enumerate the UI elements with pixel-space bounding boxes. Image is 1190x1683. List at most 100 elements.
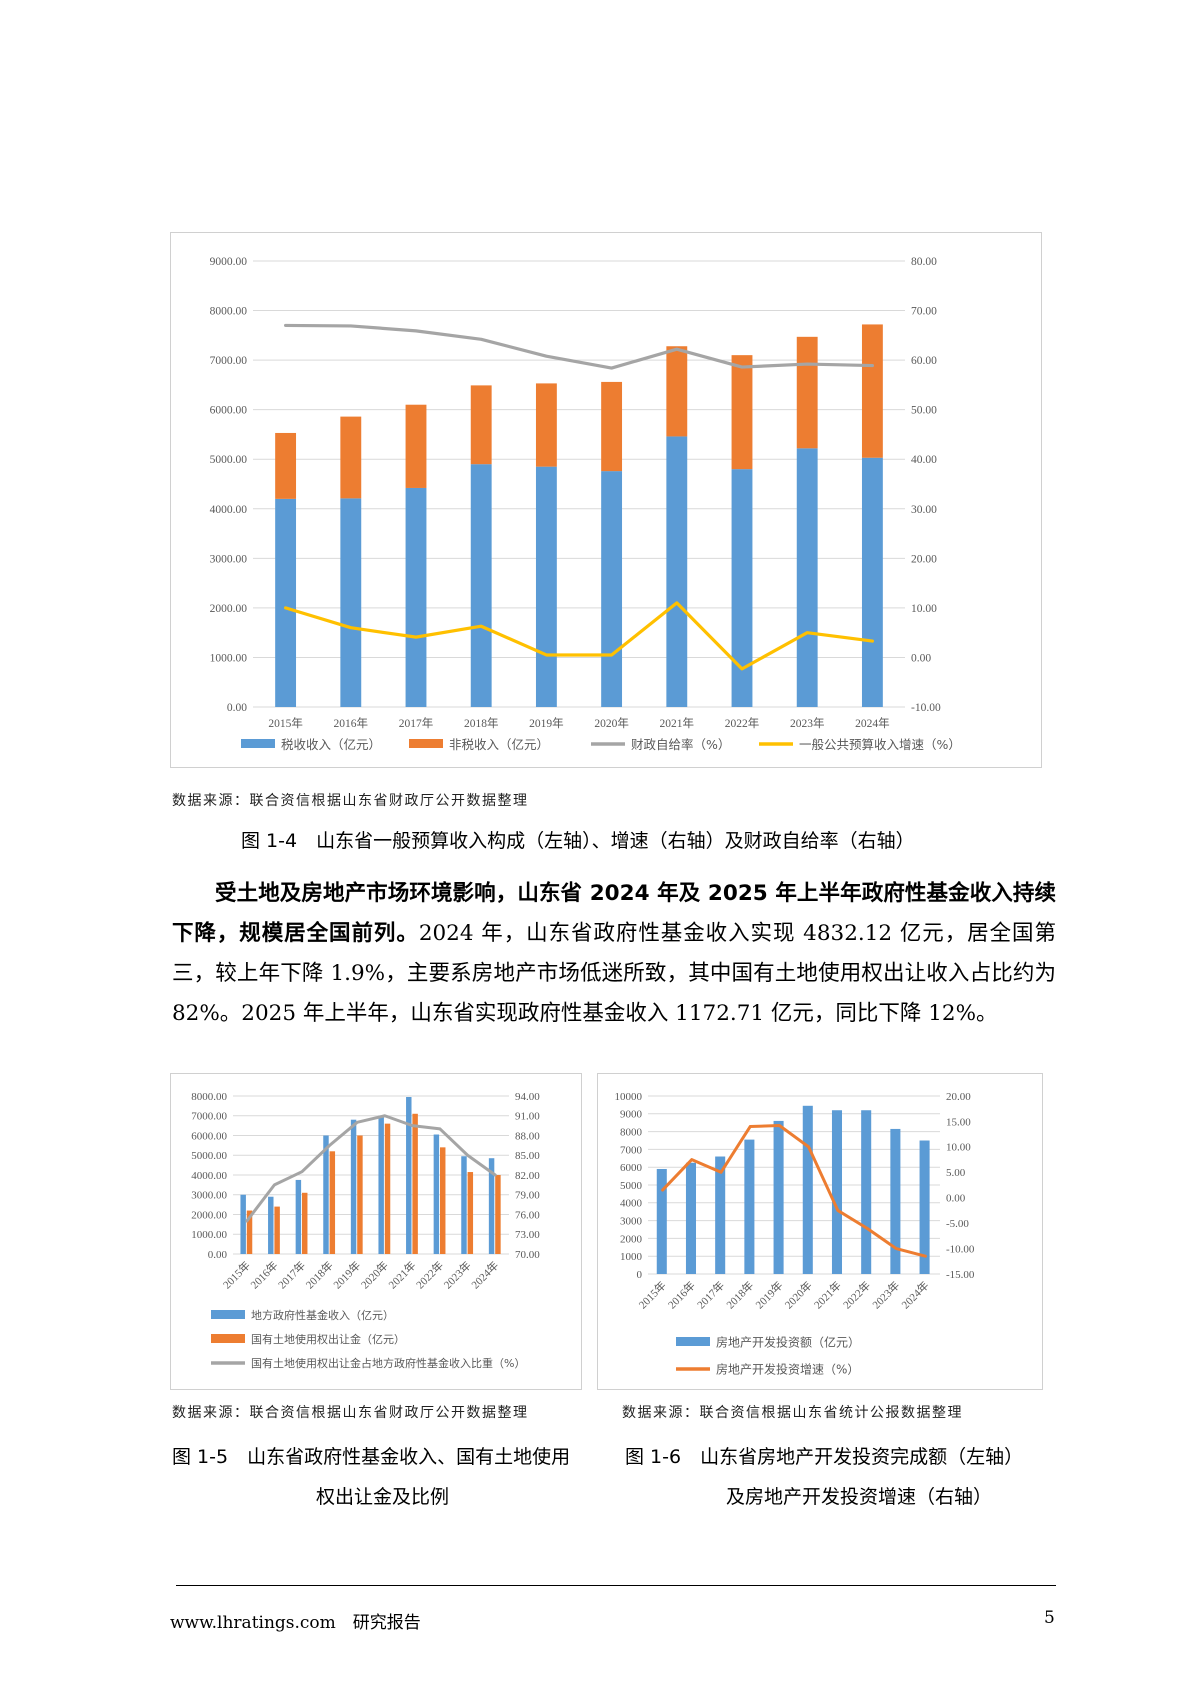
y-right-tick-label: 88.00 <box>515 1130 540 1142</box>
bar <box>666 436 688 707</box>
caption-fig-1-6-line1: 图 1-6 山东省房地产开发投资完成额（左轴） <box>625 1446 1024 1468</box>
bar <box>433 1134 440 1254</box>
y-left-tick-label: 3000.00 <box>191 1190 227 1202</box>
x-tick-label: 2022年 <box>840 1278 873 1311</box>
bar <box>773 1120 784 1274</box>
y-right-tick-label: -15.00 <box>946 1269 975 1281</box>
x-tick-label: 2024年 <box>855 716 890 730</box>
legend-swatch <box>211 1310 245 1319</box>
y-left-tick-label: 8000 <box>620 1126 643 1138</box>
series-line <box>661 1123 927 1258</box>
y-right-tick-label: 10.00 <box>946 1142 971 1154</box>
y-left-tick-label: 1000.00 <box>210 652 248 664</box>
bar <box>302 1192 308 1254</box>
y-right-tick-label: 20.00 <box>911 553 937 565</box>
legend-swatch <box>211 1334 245 1343</box>
y-right-tick-label: 40.00 <box>911 454 937 466</box>
bar <box>731 355 753 470</box>
y-left-tick-label: 1000.00 <box>191 1229 227 1241</box>
bar <box>470 385 492 465</box>
y-right-tick-label: 0.00 <box>911 652 931 664</box>
y-right-tick-label: 50.00 <box>911 405 937 417</box>
x-tick-label: 2017年 <box>399 716 434 730</box>
bar <box>295 1179 302 1254</box>
y-right-tick-label: 70.00 <box>515 1249 540 1261</box>
x-tick-label: 2023年 <box>790 716 825 730</box>
y-right-tick-label: 82.00 <box>515 1170 540 1182</box>
footer-rule <box>176 1585 1056 1586</box>
y-left-tick-label: 4000 <box>620 1198 643 1210</box>
x-tick-label: 2023年 <box>869 1278 902 1311</box>
x-tick-label: 2015年 <box>635 1278 668 1311</box>
y-left-tick-label: 0 <box>637 1269 643 1281</box>
x-tick-label: 2017年 <box>694 1278 727 1311</box>
bar <box>535 383 557 467</box>
legend-label: 一般公共预算收入增速（%） <box>799 737 961 752</box>
y-right-tick-label: 91.00 <box>515 1111 540 1123</box>
bar <box>656 1168 667 1274</box>
bar <box>323 1135 329 1254</box>
y-left-tick-label: 0.00 <box>208 1249 228 1261</box>
y-right-tick-label: -10.00 <box>911 702 941 714</box>
legend-label: 非税收入（亿元） <box>449 737 549 752</box>
chart-fig-1-6-plot: 0 1000 2000 3000 4000 5000 6000 7000 8000 9000 100… <box>615 1091 975 1377</box>
bar <box>274 1206 280 1254</box>
bar <box>796 336 818 449</box>
y-right-tick-label: -10.00 <box>946 1243 975 1255</box>
bar <box>685 1162 697 1274</box>
page-number: 5 <box>1044 1608 1055 1628</box>
x-tick-label: 2017年 <box>275 1258 308 1291</box>
legend-label: 国有土地使用权出让金占地方政府性基金收入比重（%） <box>251 1356 525 1370</box>
chart-fig-1-4: 0.00 1000.00 2000.00 3000.00 4000.00 5000.00 6… <box>170 232 1042 768</box>
y-right-tick-label: 70.00 <box>911 306 937 318</box>
y-left-tick-label: 3000 <box>620 1215 643 1227</box>
y-left-tick-label: 1000 <box>620 1251 643 1263</box>
bar <box>744 1139 755 1274</box>
x-tick-label: 2020年 <box>781 1278 814 1311</box>
x-tick-label: 2019年 <box>330 1258 363 1291</box>
bar <box>601 381 623 472</box>
y-left-tick-label: 4000.00 <box>191 1170 227 1182</box>
bar <box>275 498 297 707</box>
y-right-tick-label: 79.00 <box>515 1190 540 1202</box>
bar <box>440 1147 446 1254</box>
chart-fig-1-5: 0.00 1000.00 2000.00 3000.00 4000.00 5000.00 6… <box>170 1073 582 1390</box>
y-left-tick-label: 10000 <box>615 1091 643 1103</box>
y-left-tick-label: 4000.00 <box>210 504 248 516</box>
legend-label: 税收收入（亿元） <box>281 737 381 752</box>
y-left-tick-label: 8000.00 <box>191 1091 227 1103</box>
legend-label: 房地产开发投资额（亿元） <box>716 1335 860 1350</box>
bar <box>802 1105 813 1274</box>
caption-fig-1-5-line2: 权出让金及比例 <box>316 1486 450 1508</box>
y-right-tick-label: 0.00 <box>946 1193 966 1205</box>
legend-label: 财政自给率（%） <box>631 737 730 752</box>
series-line <box>283 323 875 370</box>
y-left-tick-label: 0.00 <box>227 702 247 714</box>
x-tick-label: 2024年 <box>468 1258 501 1291</box>
bar <box>796 448 818 707</box>
legend-swatch <box>241 739 275 748</box>
y-left-tick-label: 5000.00 <box>210 454 248 466</box>
bar <box>384 1123 391 1254</box>
bar <box>412 1113 418 1254</box>
y-left-tick-label: 8000.00 <box>210 306 248 318</box>
legend-label: 房地产开发投资增速（%） <box>716 1362 859 1377</box>
x-tick-label: 2021年 <box>811 1278 844 1311</box>
source-fig-1-5: 数据来源：联合资信根据山东省财政厅公开数据整理 <box>172 1405 529 1421</box>
bar <box>861 457 883 707</box>
x-tick-label: 2023年 <box>440 1258 473 1291</box>
x-tick-label: 2015年 <box>220 1258 253 1291</box>
paragraph-body: 2024 年，山东省政府性基金收入实现 4832.12 亿元，居全国第三，较上年… <box>172 921 1056 1026</box>
y-left-tick-label: 7000.00 <box>210 355 248 367</box>
bar <box>831 1110 843 1274</box>
bar <box>275 432 297 499</box>
chart-fig-1-4-plot: 0.00 1000.00 2000.00 3000.00 4000.00 5000.00 6… <box>210 256 961 752</box>
y-right-tick-label: 20.00 <box>946 1091 971 1103</box>
y-right-tick-label: 76.00 <box>515 1209 540 1221</box>
y-right-tick-label: 15.00 <box>946 1116 971 1128</box>
chart-fig-1-5-plot: 0.00 1000.00 2000.00 3000.00 4000.00 5000.00 6… <box>191 1091 540 1370</box>
y-left-tick-label: 6000 <box>620 1162 643 1174</box>
bar <box>488 1158 495 1254</box>
bar <box>357 1135 363 1254</box>
y-right-tick-label: -5.00 <box>946 1218 969 1230</box>
